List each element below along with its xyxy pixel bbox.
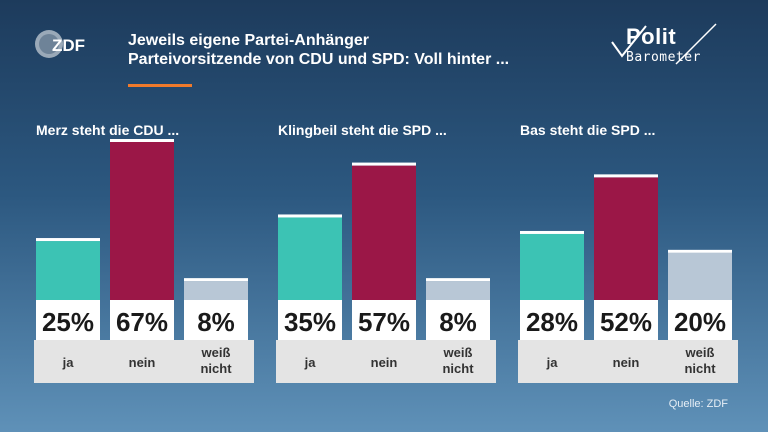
bar-ja (278, 217, 342, 300)
data-label: 28% (526, 307, 578, 337)
bar-cap (352, 162, 416, 166)
data-label: 25% (42, 307, 94, 337)
group-title: Merz steht die CDU ... (36, 122, 179, 138)
politbarometer-brand: Polit Barometer (606, 20, 722, 76)
bar-cap (278, 214, 342, 218)
category-label: weiß nicht (200, 345, 232, 376)
bar-cap (594, 174, 658, 178)
bar-cap (110, 139, 174, 142)
category-label-strip (518, 340, 738, 383)
bar-cap (426, 278, 490, 282)
category-label-strip (276, 340, 496, 383)
zdf-logo: ZDF (35, 30, 85, 58)
bar-weiss_nicht (184, 281, 248, 300)
value-label-box (110, 300, 174, 340)
value-label-box (520, 300, 584, 340)
category-label-strip (34, 340, 254, 383)
data-label: 8% (197, 307, 235, 337)
bar-cap (520, 230, 584, 234)
brand-barometer: Barometer (626, 50, 701, 65)
data-label: 20% (674, 307, 726, 337)
value-label-box (184, 300, 248, 340)
category-label: nein (371, 355, 398, 370)
category-label: ja (546, 355, 559, 370)
brand-checkmark-icon (611, 23, 717, 65)
value-label-box (36, 300, 100, 340)
bar-cap (36, 238, 100, 242)
value-label-box (426, 300, 490, 340)
category-label: nein (613, 355, 640, 370)
data-label: 8% (439, 307, 477, 337)
data-label: 67% (116, 307, 168, 337)
category-label: ja (62, 355, 75, 370)
logo-text: ZDF (52, 36, 85, 55)
group-title: Klingbeil steht die SPD ... (278, 122, 447, 138)
title-accent-rule (128, 84, 192, 87)
data-label: 52% (600, 307, 652, 337)
value-label-box (352, 300, 416, 340)
value-label-box (594, 300, 658, 340)
bar-cap (184, 278, 248, 282)
bar-ja (520, 233, 584, 300)
data-label: 35% (284, 307, 336, 337)
data-label: 57% (358, 307, 410, 337)
value-label-box (278, 300, 342, 340)
bar-weiss_nicht (668, 252, 732, 300)
bar-ja (36, 241, 100, 300)
chart-title: Jeweils eigene Partei-Anhänger (128, 32, 369, 49)
brand-polit: Polit (626, 24, 677, 49)
bar-nein (352, 165, 416, 300)
bar-cap (668, 249, 732, 253)
category-label: weiß nicht (684, 345, 716, 376)
category-label: nein (129, 355, 156, 370)
bar-weiss_nicht (426, 281, 490, 300)
value-label-box (668, 300, 732, 340)
bar-nein (110, 142, 174, 300)
category-label: ja (304, 355, 317, 370)
source-note: Quelle: ZDF (668, 398, 728, 410)
chart-subtitle: Parteivorsitzende von CDU und SPD: Voll … (128, 51, 510, 68)
group-title: Bas steht die SPD ... (520, 122, 655, 138)
category-label: weiß nicht (442, 345, 474, 376)
bar-nein (594, 177, 658, 300)
